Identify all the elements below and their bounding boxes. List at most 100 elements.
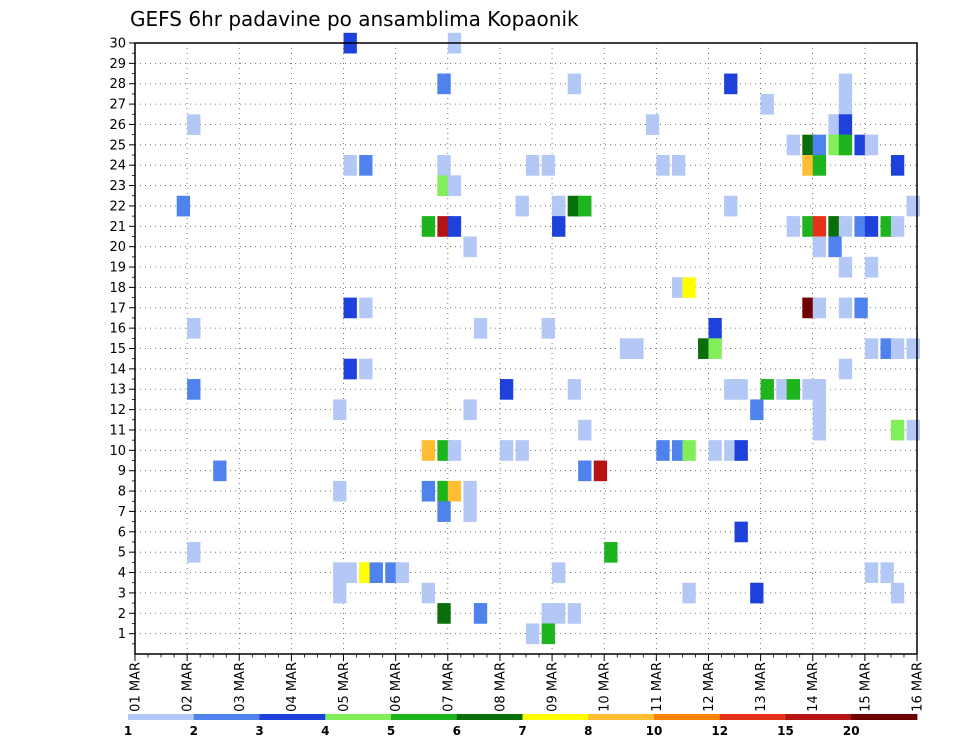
precip-cell	[541, 155, 555, 176]
precip-cell	[333, 480, 347, 502]
precip-cell	[812, 379, 827, 400]
precip-cell	[343, 155, 357, 176]
y-tick-label: 30	[109, 37, 126, 52]
precip-cell	[838, 216, 853, 237]
precip-cell	[447, 175, 462, 197]
precip-cell	[437, 175, 451, 197]
colorbar-swatch	[654, 714, 721, 720]
x-tick-label: 08 MAR	[493, 662, 508, 712]
precip-cell	[838, 73, 853, 95]
colorbar-swatch	[193, 714, 260, 720]
y-tick-label: 21	[109, 220, 126, 235]
x-tick-label: 11 MAR	[650, 662, 665, 712]
x-tick-label: 03 MAR	[233, 662, 248, 712]
y-tick-label: 18	[109, 281, 126, 296]
precip-cell	[437, 440, 451, 461]
precip-cell	[343, 358, 357, 380]
y-tick-label: 17	[109, 301, 126, 316]
colorbar-label: 5	[387, 724, 395, 738]
precip-cell	[359, 297, 373, 319]
precip-cell	[802, 134, 816, 156]
precip-cell	[880, 216, 894, 237]
precip-cell	[838, 114, 853, 135]
precip-cell	[812, 297, 827, 319]
colorbar-swatch	[719, 714, 786, 720]
y-axis: 1234567891011121314151617181920212223242…	[109, 37, 135, 645]
precip-cell	[515, 195, 529, 217]
precip-cell	[854, 134, 868, 156]
x-tick-label: 12 MAR	[702, 662, 717, 712]
precip-cell	[421, 480, 436, 502]
precip-cell	[421, 582, 436, 604]
y-tick-label: 13	[109, 383, 126, 398]
y-tick-label: 26	[109, 118, 126, 133]
colorbar-swatch	[785, 714, 852, 720]
precip-cell	[724, 195, 738, 217]
precip-cell	[854, 297, 868, 319]
precip-cell	[437, 501, 451, 522]
precip-cell	[437, 73, 451, 95]
precip-cell	[630, 338, 644, 359]
x-tick-label: 09 MAR	[546, 662, 561, 712]
precip-cell	[734, 521, 748, 543]
precip-cell	[567, 73, 582, 95]
precip-cell	[567, 603, 582, 624]
x-tick-label: 10 MAR	[598, 662, 613, 712]
y-tick-label: 12	[109, 403, 126, 418]
precip-cell	[333, 562, 347, 584]
precip-cell	[369, 562, 383, 584]
precip-cell	[708, 317, 722, 339]
precip-cell	[880, 562, 894, 584]
precip-cell	[890, 216, 905, 237]
precip-cell	[828, 216, 842, 237]
y-tick-label: 25	[109, 138, 126, 153]
colorbar-swatch	[456, 714, 523, 720]
precip-cell	[786, 134, 800, 156]
y-tick-label: 1	[118, 627, 126, 642]
precip-cell	[473, 603, 488, 624]
precip-cell	[552, 562, 566, 584]
x-tick-label: 06 MAR	[389, 662, 404, 712]
precip-cell	[802, 216, 816, 237]
colorbar-label: 4	[321, 724, 329, 738]
y-tick-label: 16	[109, 322, 126, 337]
precip-cell	[552, 195, 566, 217]
precip-cell	[385, 562, 399, 584]
precip-cell	[176, 195, 191, 217]
precip-cell	[578, 195, 592, 217]
precip-cell	[812, 216, 827, 237]
y-tick-label: 15	[109, 342, 126, 357]
y-tick-label: 20	[109, 240, 126, 255]
precip-cell	[567, 379, 582, 400]
precip-cell	[463, 480, 477, 502]
precip-cell	[750, 582, 764, 604]
y-tick-label: 19	[109, 261, 126, 276]
x-tick-label: 05 MAR	[337, 662, 352, 712]
precip-cell	[671, 440, 686, 461]
precip-cell	[187, 541, 201, 563]
precip-cell	[671, 155, 686, 176]
precip-cell	[359, 562, 373, 584]
precip-cell	[682, 277, 696, 298]
precip-cell	[343, 562, 357, 584]
x-tick-label: 02 MAR	[181, 662, 196, 712]
precip-cell	[786, 379, 800, 400]
precip-cell	[724, 440, 738, 461]
precip-cell	[838, 93, 853, 115]
x-tick-label: 14 MAR	[806, 662, 821, 712]
precip-cell	[463, 501, 477, 522]
precip-cell	[864, 338, 879, 359]
y-tick-label: 8	[118, 485, 126, 500]
precip-cell	[463, 236, 477, 258]
x-axis: 01 MAR 02 MAR 03 MAR 04 MAR 05 MAR 06 MAR 07 M…	[129, 654, 926, 712]
colorbar-label: 12	[711, 724, 728, 738]
y-tick-label: 28	[109, 77, 126, 92]
precip-cell	[708, 338, 722, 359]
colorbar-swatch	[522, 714, 589, 720]
x-tick-label: 07 MAR	[441, 662, 456, 712]
precip-cell	[682, 440, 696, 461]
precip-cell	[828, 134, 842, 156]
y-tick-label: 24	[109, 159, 126, 174]
precip-cell	[708, 440, 722, 461]
colorbar-swatch	[128, 714, 195, 720]
